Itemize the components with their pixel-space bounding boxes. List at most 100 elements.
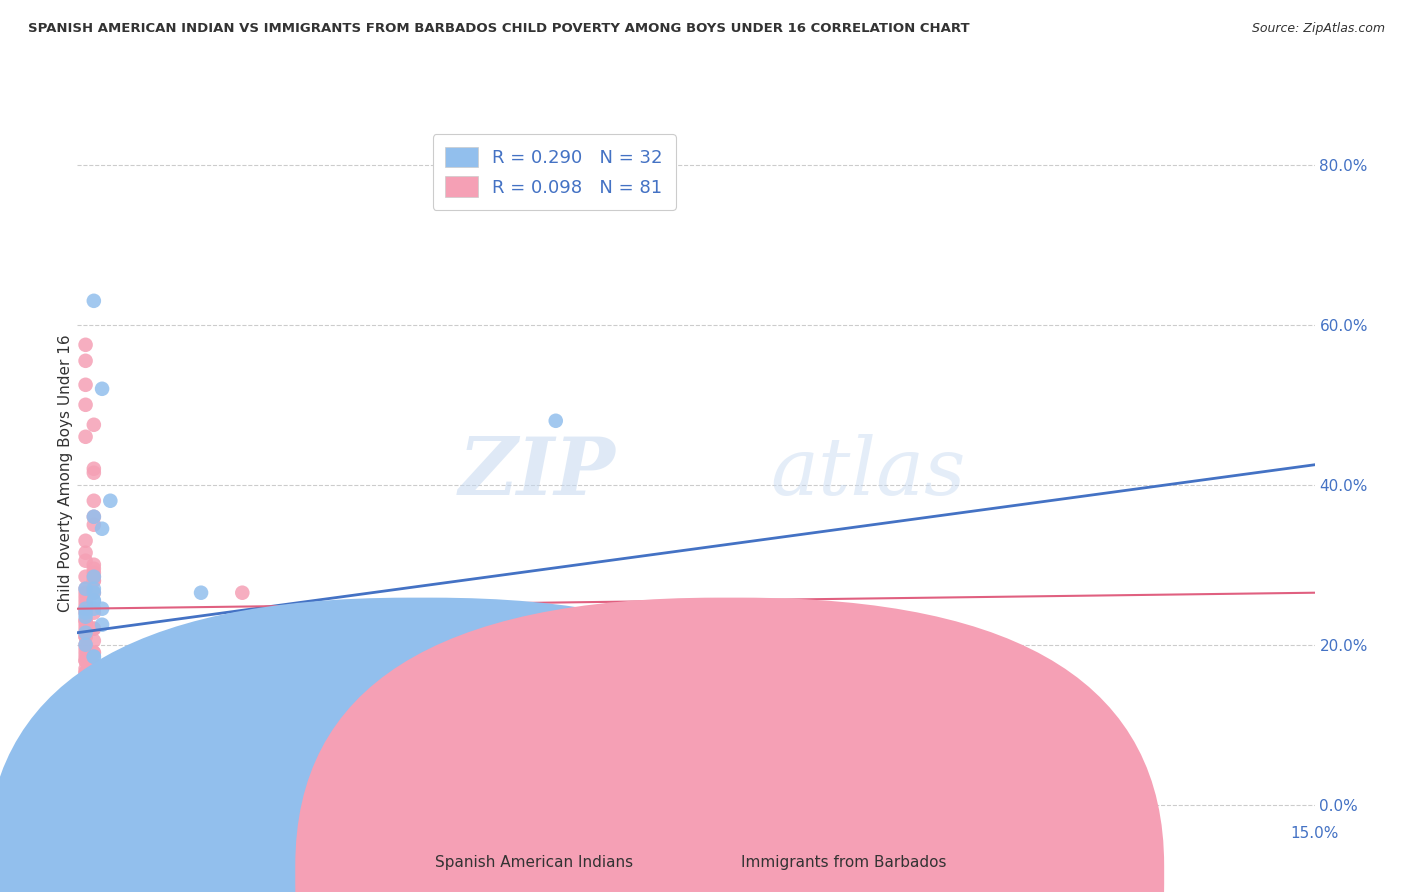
Point [75,430,97,444]
Point [75,598,97,612]
Y-axis label: Child Poverty Among Boys Under 16: Child Poverty Among Boys Under 16 [58,334,73,612]
Point [91,382,114,396]
Point [75,622,97,636]
Point [83,738,105,752]
Point [75,606,97,620]
Point [75,546,97,560]
Point [83,585,105,599]
Point [83,585,105,599]
Point [75,654,97,668]
Point [91,665,114,680]
Point [83,601,105,615]
Point [83,593,105,607]
Point [75,665,97,680]
Point [75,678,97,692]
Point [83,706,105,720]
Point [75,377,97,392]
Point [83,582,105,596]
Text: Immigrants from Barbados: Immigrants from Barbados [741,855,946,870]
Point [231,585,253,599]
Point [83,741,105,756]
Point [75,649,97,664]
Point [83,558,105,572]
Point [544,414,567,428]
Point [83,493,105,508]
Point [83,606,105,620]
Point [83,466,105,480]
Point [75,533,97,548]
Point [83,646,105,660]
Point [83,622,105,636]
Point [75,590,97,604]
Point [83,681,105,696]
Point [83,633,105,648]
Point [75,601,97,615]
Point [75,398,97,412]
Point [75,630,97,644]
Point [75,694,97,708]
Point [75,554,97,568]
Point [75,673,97,688]
Point [83,646,105,660]
Point [75,714,97,728]
Point [75,582,97,596]
Point [83,649,105,664]
Point [75,701,97,715]
Point [75,686,97,700]
Text: Source: ZipAtlas.com: Source: ZipAtlas.com [1251,22,1385,36]
Text: SPANISH AMERICAN INDIAN VS IMMIGRANTS FROM BARBADOS CHILD POVERTY AMONG BOYS UND: SPANISH AMERICAN INDIAN VS IMMIGRANTS FR… [28,22,970,36]
Point [83,670,105,684]
Point [83,733,105,747]
Point [215,714,238,728]
Text: atlas: atlas [770,434,966,511]
Point [75,606,97,620]
Text: Spanish American Indians: Spanish American Indians [436,855,633,870]
Point [75,617,97,632]
Point [75,630,97,644]
Point [83,749,105,764]
Point [75,353,97,368]
Point [75,641,97,656]
Point [83,509,105,524]
Point [75,638,97,652]
Point [75,662,97,676]
Point [75,585,97,599]
Point [75,609,97,624]
Point [75,338,97,352]
Point [83,562,105,576]
Point [75,717,97,731]
Point [83,462,105,476]
Point [83,293,105,308]
Point [83,574,105,588]
Point [83,517,105,532]
Point [83,570,105,584]
Point [75,706,97,720]
Point [83,725,105,739]
Point [91,522,114,536]
Point [75,625,97,640]
Point [75,690,97,704]
Point [83,694,105,708]
Point [83,593,105,607]
Point [75,673,97,688]
Point [75,614,97,628]
Point [75,717,97,731]
Point [75,593,97,607]
Text: ZIP: ZIP [458,434,616,511]
Point [75,638,97,652]
Point [91,617,114,632]
Point [83,657,105,672]
Legend: R = 0.290   N = 32, R = 0.098   N = 81: R = 0.290 N = 32, R = 0.098 N = 81 [433,134,675,210]
Point [75,725,97,739]
Point [75,601,97,615]
Point [83,725,105,739]
Point [75,601,97,615]
Point [83,686,105,700]
Point [75,582,97,596]
Point [83,709,105,723]
Point [247,706,270,720]
Point [83,622,105,636]
Point [83,570,105,584]
Point [83,649,105,664]
Point [75,654,97,668]
